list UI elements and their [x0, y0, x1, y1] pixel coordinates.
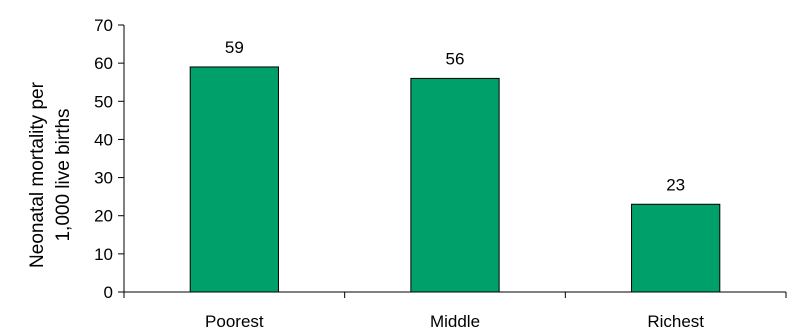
x-category-label: Middle — [430, 312, 480, 331]
y-tick-label: 10 — [94, 245, 113, 264]
x-category-label: Richest — [647, 312, 704, 331]
bar-poorest — [189, 66, 279, 293]
bars: 59 56 23 — [189, 38, 721, 293]
y-axis-title: Neonatal mortality per 1,000 live births — [27, 81, 74, 268]
y-tick-label: 30 — [94, 169, 113, 188]
y-tick-label: 20 — [94, 207, 113, 226]
y-tick-label: 70 — [94, 16, 113, 35]
x-axis: Poorest Middle Richest — [123, 291, 787, 331]
data-label: 59 — [225, 38, 244, 57]
y-axis-title-line-2: 1,000 live births — [53, 108, 74, 241]
data-label: 23 — [666, 175, 685, 194]
x-category-label: Poorest — [205, 312, 264, 331]
bar-richest — [631, 203, 721, 293]
bar-middle — [410, 77, 500, 293]
y-tick-label: 60 — [94, 54, 113, 73]
y-tick-label: 40 — [94, 130, 113, 149]
y-axis-title-line-1: Neonatal mortality per — [27, 81, 48, 268]
data-label: 56 — [446, 49, 465, 68]
y-axis: 0 10 20 30 40 50 60 70 — [94, 16, 125, 302]
y-tick-label: 0 — [104, 283, 113, 302]
y-tick-label: 50 — [94, 92, 113, 111]
